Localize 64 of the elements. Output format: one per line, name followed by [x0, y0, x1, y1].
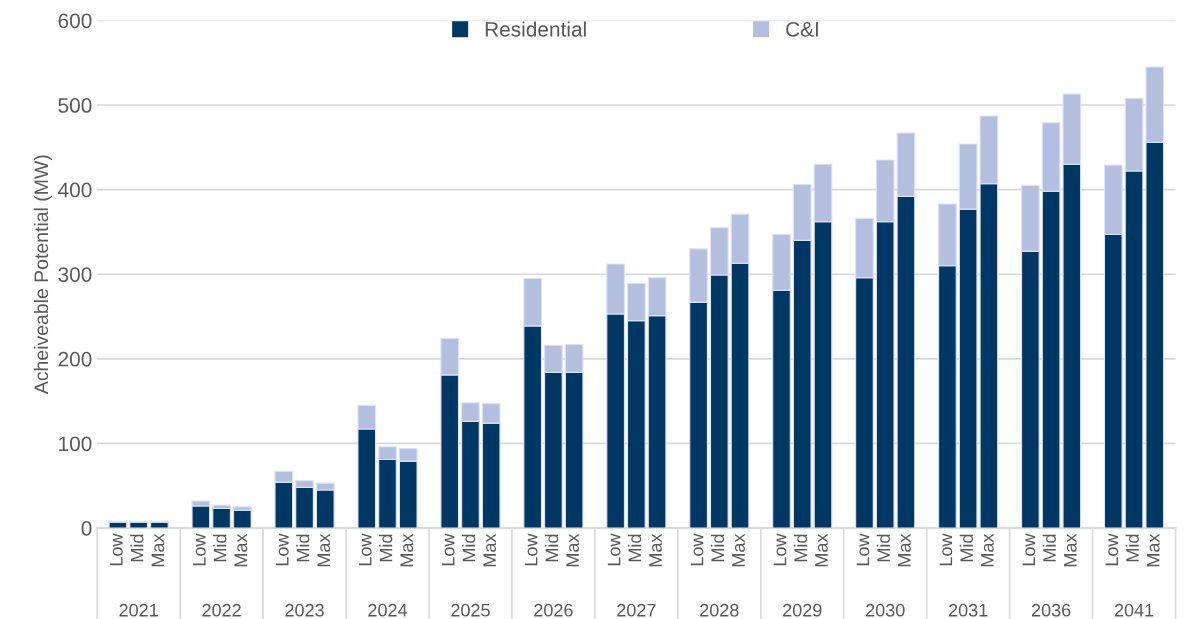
- x-tick-label: Max: [151, 533, 165, 567]
- x-tick-label: Max: [815, 533, 828, 567]
- text: 2026: [534, 603, 573, 617]
- y-tick-label: 200: [58, 351, 92, 367]
- x-tick-label: Low: [110, 533, 123, 566]
- y-tick-label: 300: [58, 267, 92, 282]
- text: 2029: [783, 603, 822, 617]
- text: 2030: [866, 603, 905, 617]
- x-tick-label: Max: [1147, 533, 1160, 567]
- x-tick-label: Mid: [462, 534, 476, 562]
- x-tick-label: Mid: [1042, 534, 1056, 562]
- x-tick-label: Max: [981, 533, 994, 567]
- x-tick-label: Max: [483, 533, 497, 567]
- legend-label: C&I: [786, 21, 818, 37]
- text: 2028: [700, 603, 739, 617]
- x-tick-label: Low: [524, 533, 538, 566]
- x-tick-label: Max: [898, 533, 911, 567]
- x-tick-label: Low: [856, 533, 870, 566]
- y-tick-label: 600: [58, 13, 92, 29]
- x-tick-label: Low: [690, 533, 704, 566]
- x-tick-label: Low: [939, 533, 953, 566]
- x-tick-label: Low: [607, 533, 621, 566]
- x-tick-label: Low: [1022, 533, 1036, 566]
- x-tick-label: Max: [317, 533, 331, 567]
- x-tick-label: Mid: [130, 534, 144, 562]
- x-tick-label: Max: [732, 533, 745, 567]
- text: 2022: [202, 603, 241, 617]
- y-tick-label: 400: [58, 182, 92, 198]
- x-tick-label: Mid: [710, 534, 725, 562]
- legend-label: Residential: [485, 21, 586, 37]
- x-tick-label: Max: [566, 533, 579, 567]
- text: 2021: [119, 603, 158, 617]
- bar: [232, 509, 252, 529]
- x-tick-label: Max: [400, 533, 414, 567]
- text: 2024: [368, 603, 408, 617]
- text: 2025: [451, 603, 490, 617]
- text: 2031: [948, 603, 988, 617]
- x-tick-label: Mid: [296, 534, 310, 562]
- x-tick-label: Mid: [379, 534, 393, 562]
- x-tick-label: Low: [1105, 533, 1119, 566]
- x-tick-label: Low: [773, 533, 787, 566]
- text: 2036: [1031, 603, 1071, 617]
- y-axis-title: Acheiveable Potential (MW): [33, 155, 52, 395]
- x-tick-label: Mid: [627, 534, 642, 562]
- x-tick-label: Low: [441, 533, 455, 566]
- x-tick-label: Low: [359, 533, 372, 566]
- x-tick-label: Mid: [876, 534, 891, 562]
- x-tick-label: Mid: [213, 534, 227, 562]
- x-tick-label: Mid: [544, 534, 559, 562]
- x-tick-label: Low: [193, 533, 206, 566]
- x-tick-label: Low: [276, 533, 289, 566]
- text: 2023: [285, 603, 324, 617]
- text: 2027: [617, 603, 656, 617]
- x-tick-label: Max: [649, 533, 662, 567]
- x-tick-label: Mid: [793, 534, 808, 562]
- y-tick-label: 500: [58, 98, 92, 113]
- x-tick-label: Max: [1064, 533, 1077, 567]
- x-tick-label: Max: [234, 533, 248, 567]
- x-tick-label: Mid: [959, 534, 973, 562]
- bar: [212, 507, 231, 529]
- x-tick-label: Mid: [1125, 534, 1139, 562]
- y-tick-label: 100: [59, 436, 92, 452]
- text: 2041: [1114, 603, 1154, 617]
- y-tick-label: 0: [81, 521, 92, 536]
